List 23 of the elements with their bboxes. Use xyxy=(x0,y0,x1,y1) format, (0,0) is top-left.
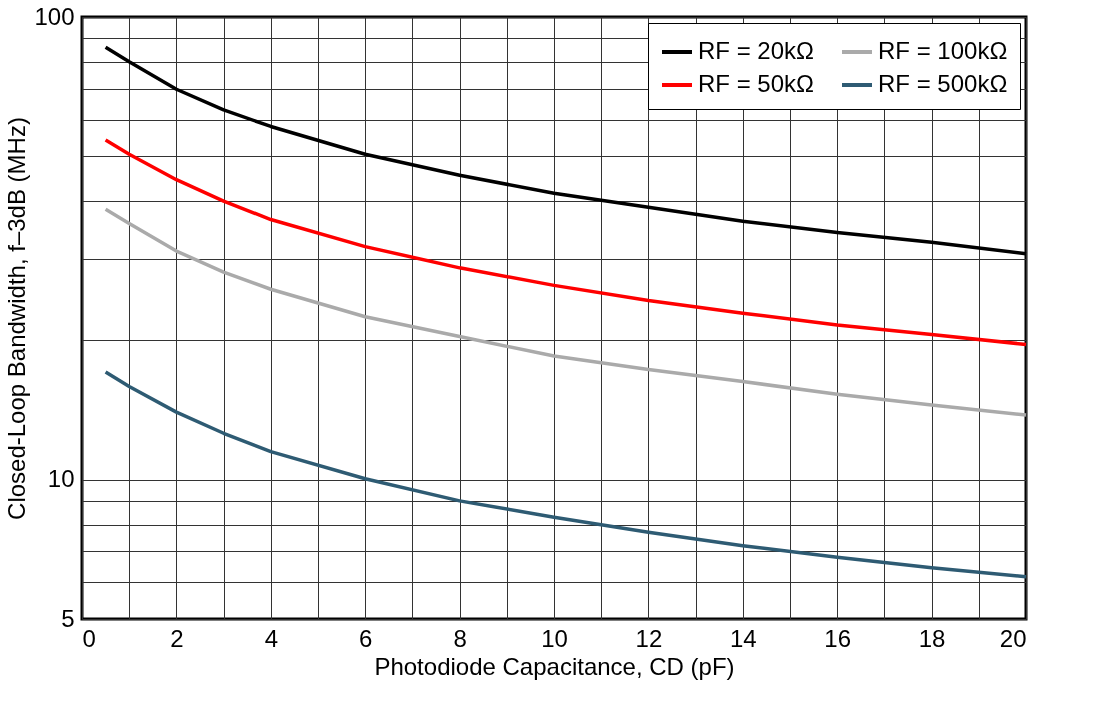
x-tick-label: 18 xyxy=(918,624,946,652)
y-tick-label: 5 xyxy=(61,604,75,632)
y-tick-label: 100 xyxy=(34,2,75,30)
line-series xyxy=(103,207,1028,417)
x-tick-label: 2 xyxy=(170,624,184,652)
legend-label: RF = 500kΩ xyxy=(878,70,1008,97)
x-tick-label: 12 xyxy=(635,624,663,652)
x-tick-label: 0 xyxy=(82,624,96,652)
legend-label: RF = 20kΩ xyxy=(698,37,814,64)
x-tick-label: 6 xyxy=(359,624,373,652)
line-series xyxy=(103,138,1028,347)
legend-label: RF = 100kΩ xyxy=(878,37,1008,64)
x-tick-label: 20 xyxy=(999,624,1027,652)
x-tick-label: 8 xyxy=(453,624,467,652)
line-series xyxy=(103,370,1028,579)
y-tick-label: 10 xyxy=(47,465,75,493)
x-tick-label: 14 xyxy=(729,624,757,652)
y-axis-title: Closed-Loop Bandwidth, f–3dB (MHz) xyxy=(3,117,31,520)
x-tick-label: 10 xyxy=(541,624,568,652)
legend-label: RF = 50kΩ xyxy=(698,70,814,97)
x-tick-label: 16 xyxy=(824,624,852,652)
x-axis-title: Photodiode Capacitance, CD (pF) xyxy=(374,652,735,680)
x-tick-label: 4 xyxy=(264,624,278,652)
